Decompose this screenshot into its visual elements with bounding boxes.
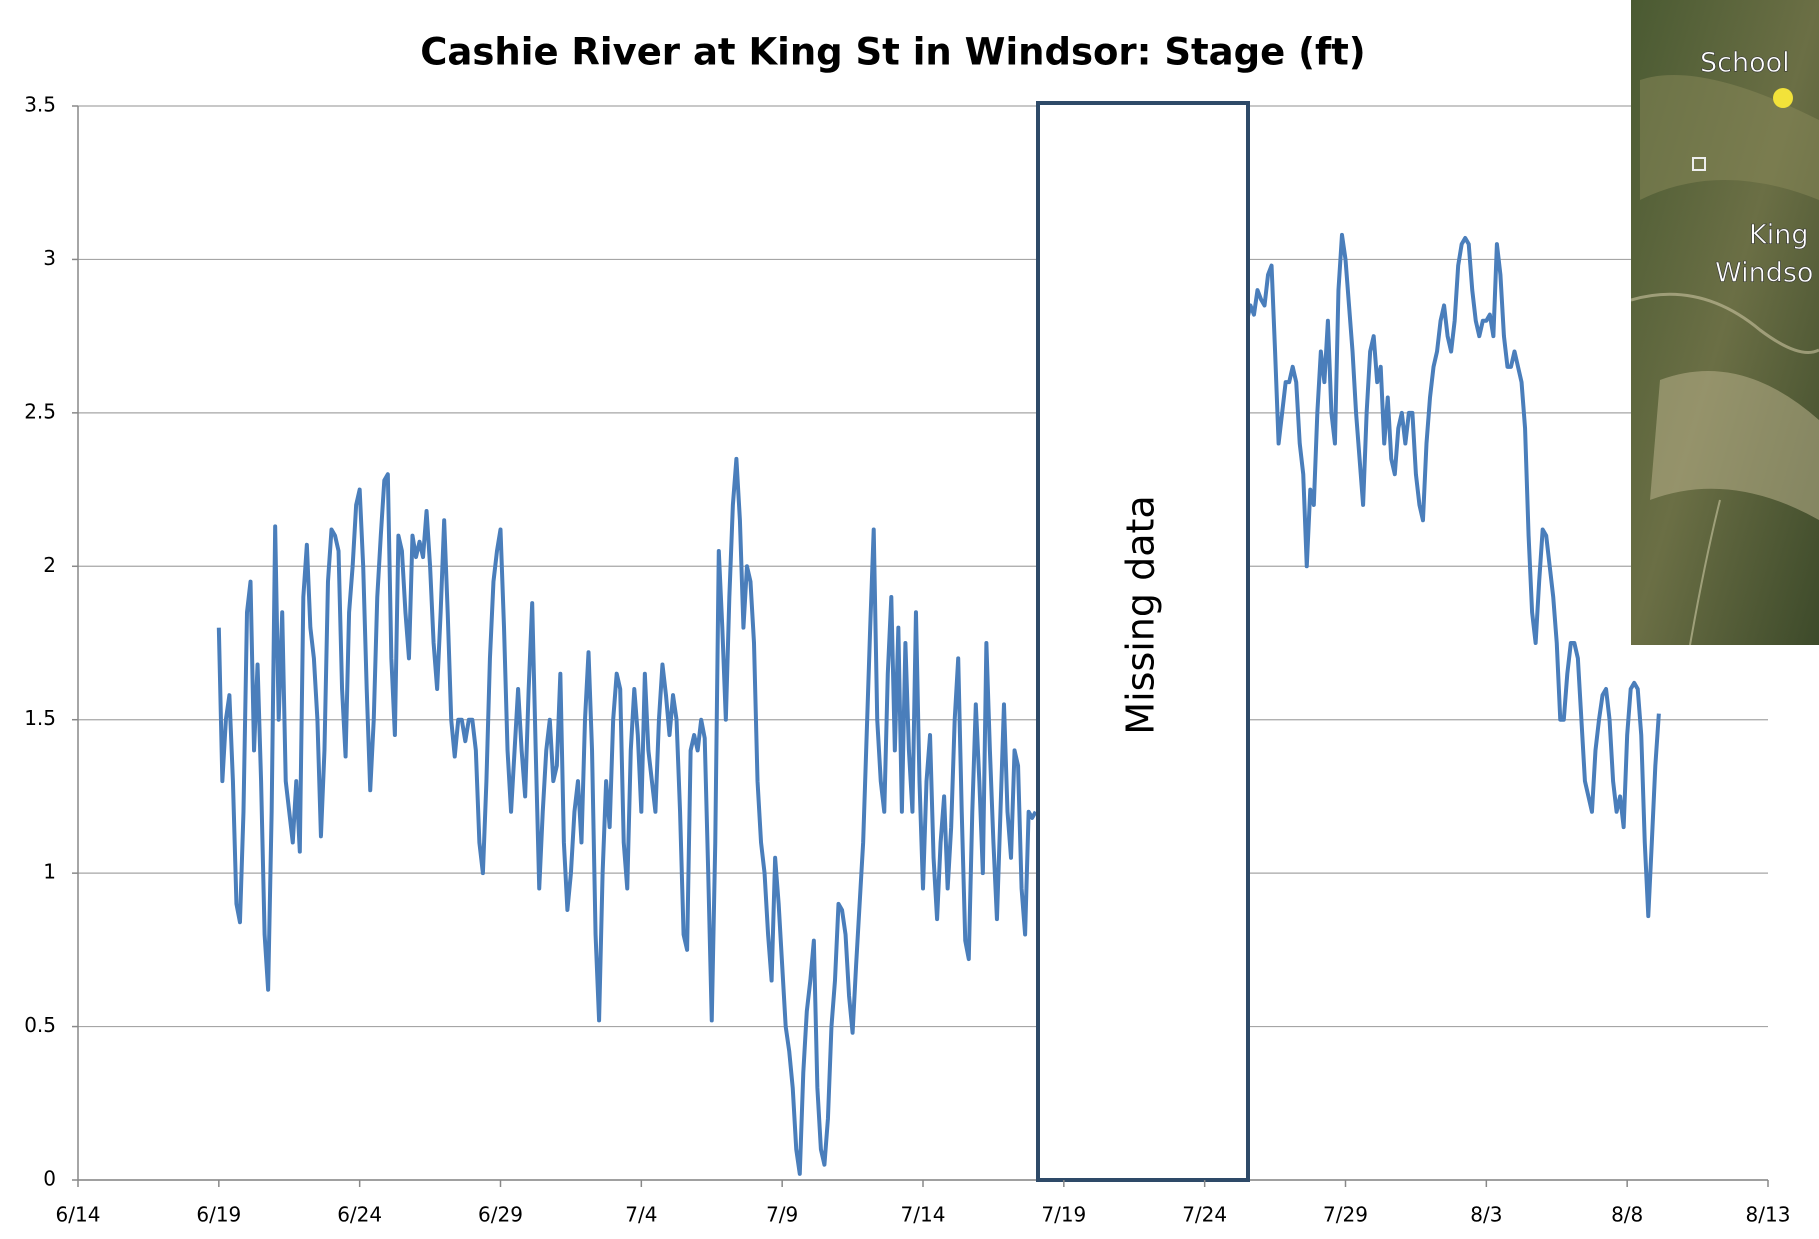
x-tick-label: 7/24 — [1182, 1203, 1227, 1227]
y-tick-label: 1.5 — [24, 706, 56, 730]
x-tick-label: 6/19 — [196, 1203, 241, 1227]
y-tick-label: 2 — [43, 553, 56, 577]
x-tick-label: 6/29 — [478, 1203, 523, 1227]
y-tick-label: 2.5 — [24, 399, 56, 423]
map-label: King — [1749, 220, 1808, 251]
map-label: Windso — [1715, 258, 1813, 289]
map-pin — [1773, 88, 1793, 108]
x-tick-label: 8/8 — [1611, 1203, 1643, 1227]
y-tick-label: 0 — [43, 1167, 56, 1191]
chart-title: Cashie River at King St in Windsor: Stag… — [420, 31, 1365, 74]
y-tick-label: 3 — [43, 246, 56, 270]
y-tick-label: 1 — [43, 860, 56, 884]
annotation: Missing data — [1119, 495, 1163, 734]
page: Missing data Cashie River at King St in … — [0, 0, 1819, 1239]
x-tick-label: 6/24 — [337, 1203, 382, 1227]
x-tick-label: 7/9 — [766, 1203, 798, 1227]
x-tick-label: 7/29 — [1323, 1203, 1368, 1227]
map-label: School — [1700, 48, 1790, 79]
x-tick-label: 7/19 — [1041, 1203, 1086, 1227]
plot-area — [78, 106, 1768, 1180]
y-tick-label: 3.5 — [24, 93, 56, 117]
inset-map: School King Windso — [1631, 0, 1819, 645]
x-tick-label: 6/14 — [56, 1203, 101, 1227]
y-tick-label: 0.5 — [24, 1013, 56, 1037]
chart: Missing data Cashie River at King St in … — [0, 0, 1819, 1239]
x-tick-label: 8/13 — [1746, 1203, 1791, 1227]
x-tick-label: 7/14 — [901, 1203, 946, 1227]
x-tick-label: 8/3 — [1470, 1203, 1502, 1227]
x-tick-label: 7/4 — [625, 1203, 657, 1227]
